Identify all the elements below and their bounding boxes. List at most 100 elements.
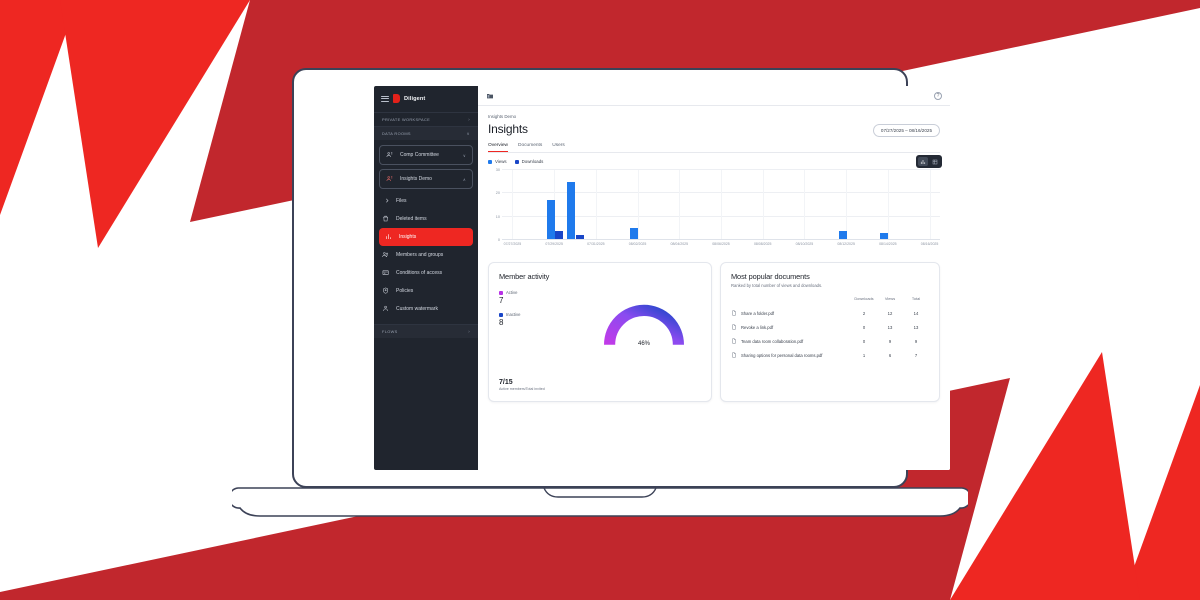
x-axis-tick-label: 08/02/2025 [628,242,647,246]
hamburger-menu-icon[interactable] [381,95,389,102]
chart-view-button[interactable] [918,157,928,166]
table-row[interactable]: Share a folder.pdf 2 12 14 [731,306,929,320]
sidebar-item-conditions-of-access[interactable]: Conditions of access [374,264,478,282]
inactive-count: 8 [499,318,504,327]
page-header: Insights 07/27/2025 – 08/16/2025 [488,122,940,137]
legend-swatch [514,159,519,164]
x-axis-tick-label: 08/10/2025 [795,242,814,246]
x-axis-tick-label: 07/31/2025 [587,242,605,246]
x-axis-tick-label: 08/04/2025 [670,242,689,246]
chart-bar[interactable] [546,200,555,240]
chart-bar[interactable] [880,233,889,240]
sidebar-item-label: Conditions of access [396,270,443,276]
downloads-cell: 0 [862,324,866,330]
legend-item-views[interactable]: Views [488,159,507,164]
chart-bar[interactable] [567,181,576,240]
laptop-base [228,486,972,524]
watermark-icon [382,305,390,313]
sidebar-section-data-rooms[interactable]: DATA ROOMS ∨ [374,126,478,140]
downloads-cell: 0 [862,338,866,344]
document-name: Team data room collaboration.pdf [741,338,804,344]
document-name: Revoke a link.pdf [741,324,774,330]
tab-users[interactable]: Users [552,143,565,148]
chart-bar[interactable] [575,235,584,240]
table-body: Share a folder.pdf 2 12 14 Revoke a link.pdf… [731,306,929,362]
total-cell: 13 [913,324,919,330]
pdf-file-icon [732,352,736,358]
member-legend-inactive: Inactive 8 [499,312,701,327]
gridline-vertical [804,170,806,240]
legend-label: Inactive [506,312,521,317]
sidebar-room-label: Comp Committee [400,152,439,158]
app-topbar: ? 2 [478,86,950,106]
sidebar-section-private-workspace[interactable]: PRIVATE WORKSPACE › [374,112,478,126]
pdf-file-icon [732,324,736,330]
column-views: Views [884,296,896,301]
document-name: Share a folder.pdf [741,310,775,316]
x-axis-tick-label: 08/14/2025 [879,242,897,246]
y-axis-tick-label: 0 [497,238,500,242]
table-row[interactable]: Sharing options for personal data rooms.… [731,348,929,362]
group-icon [386,175,394,183]
help-icon[interactable]: ? [934,91,942,100]
gridline-vertical [554,170,556,240]
sidebar-item-insights[interactable]: Insights [379,228,473,246]
table-row[interactable]: Team data room collaboration.pdf 0 9 9 [731,334,929,348]
x-axis-tick-label: 07/29/2025 [545,242,563,246]
table-view-button[interactable] [930,157,940,166]
sidebar-item-files[interactable]: Files [374,192,478,210]
card-subtitle: Ranked by total number of views and down… [731,283,823,288]
sidebar-item-policies[interactable]: Policies [374,282,478,300]
chevron-right-icon [384,197,390,205]
gridline-vertical [762,170,764,240]
breadcrumb[interactable]: Insights Demo [488,114,517,119]
sidebar-item-label: Files [396,198,407,204]
views-downloads-bar-chart: 0 10 20 30 07/27/2025 07/29/2025 07/31/2025 08… [488,168,940,252]
sidebar-header: Diligent [374,86,478,112]
gridline-vertical [679,170,681,240]
date-range-picker[interactable]: 07/27/2025 – 08/16/2025 [872,124,940,137]
sidebar-item-custom-watermark[interactable]: Custom watermark [374,300,478,318]
legend-item-downloads[interactable]: Downloads [514,159,543,164]
member-legend-active: Active 7 [499,290,701,305]
sidebar-room-comp-committee[interactable]: Comp Committee ∨ [379,145,473,165]
sidebar-item-label: Insights [399,234,417,240]
chart-bar[interactable] [838,230,847,240]
table-row[interactable]: Revoke a link.pdf 0 13 13 [731,320,929,334]
laptop-lid: Diligent PRIVATE WORKSPACE › DATA ROOMS … [292,68,950,488]
chart-bars [502,170,940,240]
tab-overview[interactable]: Overview [488,143,508,152]
chevron-right-icon: › [468,117,470,122]
bar-chart-icon [385,233,393,241]
views-cell: 13 [887,324,893,330]
chart-bar[interactable] [554,230,563,240]
y-axis-tick-label: 10 [495,214,500,219]
views-cell: 9 [888,338,892,344]
views-cell: 12 [887,310,893,316]
tab-documents[interactable]: Documents [518,143,543,148]
chart-bar[interactable] [630,228,638,240]
document-name-cell: Sharing options for personal data rooms.… [731,352,851,358]
gridline-vertical [637,170,639,240]
chart-axis-line [502,239,940,240]
sidebar-section-flows[interactable]: FLOWS › [374,324,478,338]
group-icon [386,151,394,159]
table-header: Downloads Views Total [731,296,929,306]
sidebar-room-insights-demo[interactable]: Insights Demo ∧ [379,169,473,189]
sidebar-item-members-and-groups[interactable]: Members and groups [374,246,478,264]
x-axis-tick-label: 08/08/2025 [753,242,772,246]
card-title: Most popular documents [731,272,810,281]
folder-icon[interactable] [486,92,494,100]
legend-swatch [499,290,503,295]
laptop-mockup: Diligent PRIVATE WORKSPACE › DATA ROOMS … [228,68,972,524]
view-toggle-group [916,155,942,168]
chart-x-axis: 07/27/2025 07/29/2025 07/31/2025 08/02/2025… [502,240,940,252]
downloads-cell: 1 [862,352,866,358]
member-activity-card: Member activity Active 7 [488,262,712,402]
sidebar-item-deleted-items[interactable]: Deleted items [374,210,478,228]
gridline-vertical [929,170,931,240]
sidebar-room-label: Insights Demo [400,176,432,182]
dashboard-cards: Member activity Active 7 [488,262,940,402]
total-caption: Active members/Total invited [499,387,545,391]
